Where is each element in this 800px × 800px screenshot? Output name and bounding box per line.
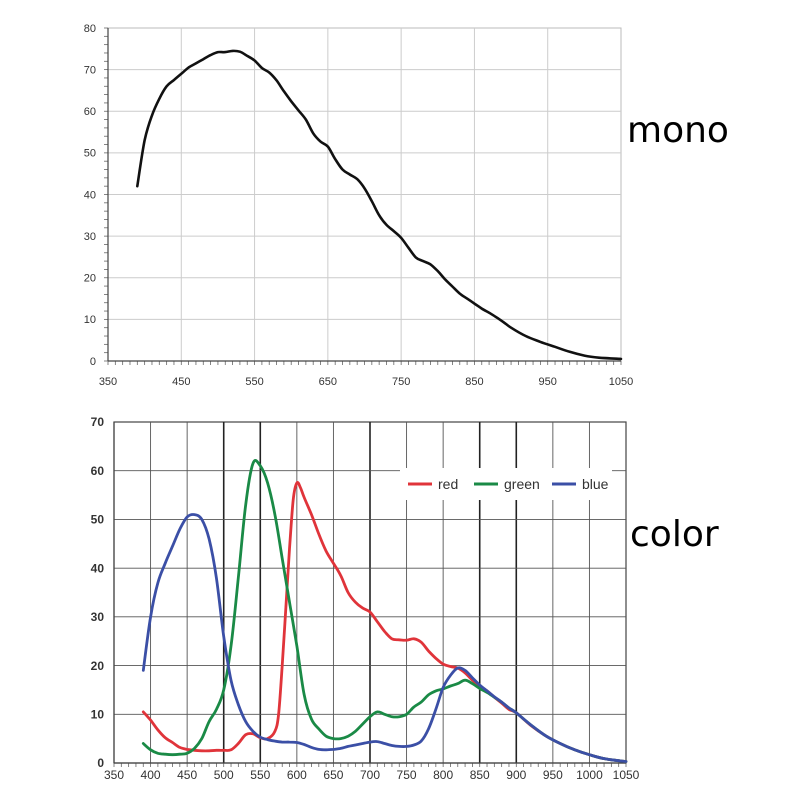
legend-label-red: red [438, 476, 458, 492]
x-tick-label: 500 [214, 768, 234, 782]
x-tick-label: 350 [104, 768, 124, 782]
x-tick-label: 450 [177, 768, 197, 782]
x-tick-label: 650 [323, 768, 343, 782]
x-tick-label: 1050 [613, 768, 640, 782]
x-tick-label: 550 [250, 768, 270, 782]
y-tick-label: 0 [97, 756, 104, 770]
y-tick-label: 70 [84, 64, 96, 76]
legend-label-green: green [504, 476, 540, 492]
y-tick-label: 40 [84, 189, 96, 201]
x-tick-label: 550 [245, 376, 263, 388]
x-tick-label: 1000 [576, 768, 603, 782]
y-tick-label: 30 [91, 610, 105, 624]
color-chart: 350 400 450 500 550 600 650 700 750 800 850 900 950 1… [91, 415, 640, 782]
y-tick-label: 60 [91, 464, 105, 478]
legend-box [400, 468, 612, 500]
x-tick-label: 750 [397, 768, 417, 782]
legend-label-blue: blue [582, 476, 609, 492]
series-line-series-0 [136, 49, 623, 361]
x-tick-label: 950 [539, 376, 557, 388]
y-tick-label: 30 [84, 231, 96, 243]
mono-chart: 350 450 550 650 750 850 950 1050 0 10 20 30 40 50 60 70… [84, 23, 633, 388]
y-tick-label: 10 [84, 314, 96, 326]
x-tick-label: 1050 [609, 376, 633, 388]
x-tick-label: 350 [99, 376, 117, 388]
y-tick-label: 70 [91, 415, 105, 429]
x-tick-label: 800 [433, 768, 453, 782]
x-tick-label: 850 [465, 376, 483, 388]
y-tick-label: 0 [90, 356, 96, 368]
x-tick-label: 700 [360, 768, 380, 782]
y-tick-label: 20 [84, 273, 96, 285]
color-label: color [630, 514, 719, 555]
y-tick-label: 60 [84, 106, 96, 118]
y-tick-label: 20 [91, 659, 105, 673]
x-tick-label: 850 [470, 768, 490, 782]
x-tick-label: 750 [392, 376, 410, 388]
mono-label: mono [627, 110, 729, 151]
x-tick-label: 650 [319, 376, 337, 388]
y-tick-label: 40 [91, 561, 105, 575]
x-tick-label: 600 [287, 768, 307, 782]
y-tick-label: 80 [84, 23, 96, 35]
x-tick-label: 950 [543, 768, 563, 782]
y-tick-label: 10 [91, 707, 105, 721]
legend: red green blue [400, 468, 612, 500]
series-line-blue [141, 513, 628, 763]
y-tick-label: 50 [91, 513, 105, 527]
x-tick-label: 400 [141, 768, 161, 782]
y-tick-label: 50 [84, 148, 96, 160]
x-tick-label: 450 [172, 376, 190, 388]
x-tick-label: 900 [506, 768, 526, 782]
